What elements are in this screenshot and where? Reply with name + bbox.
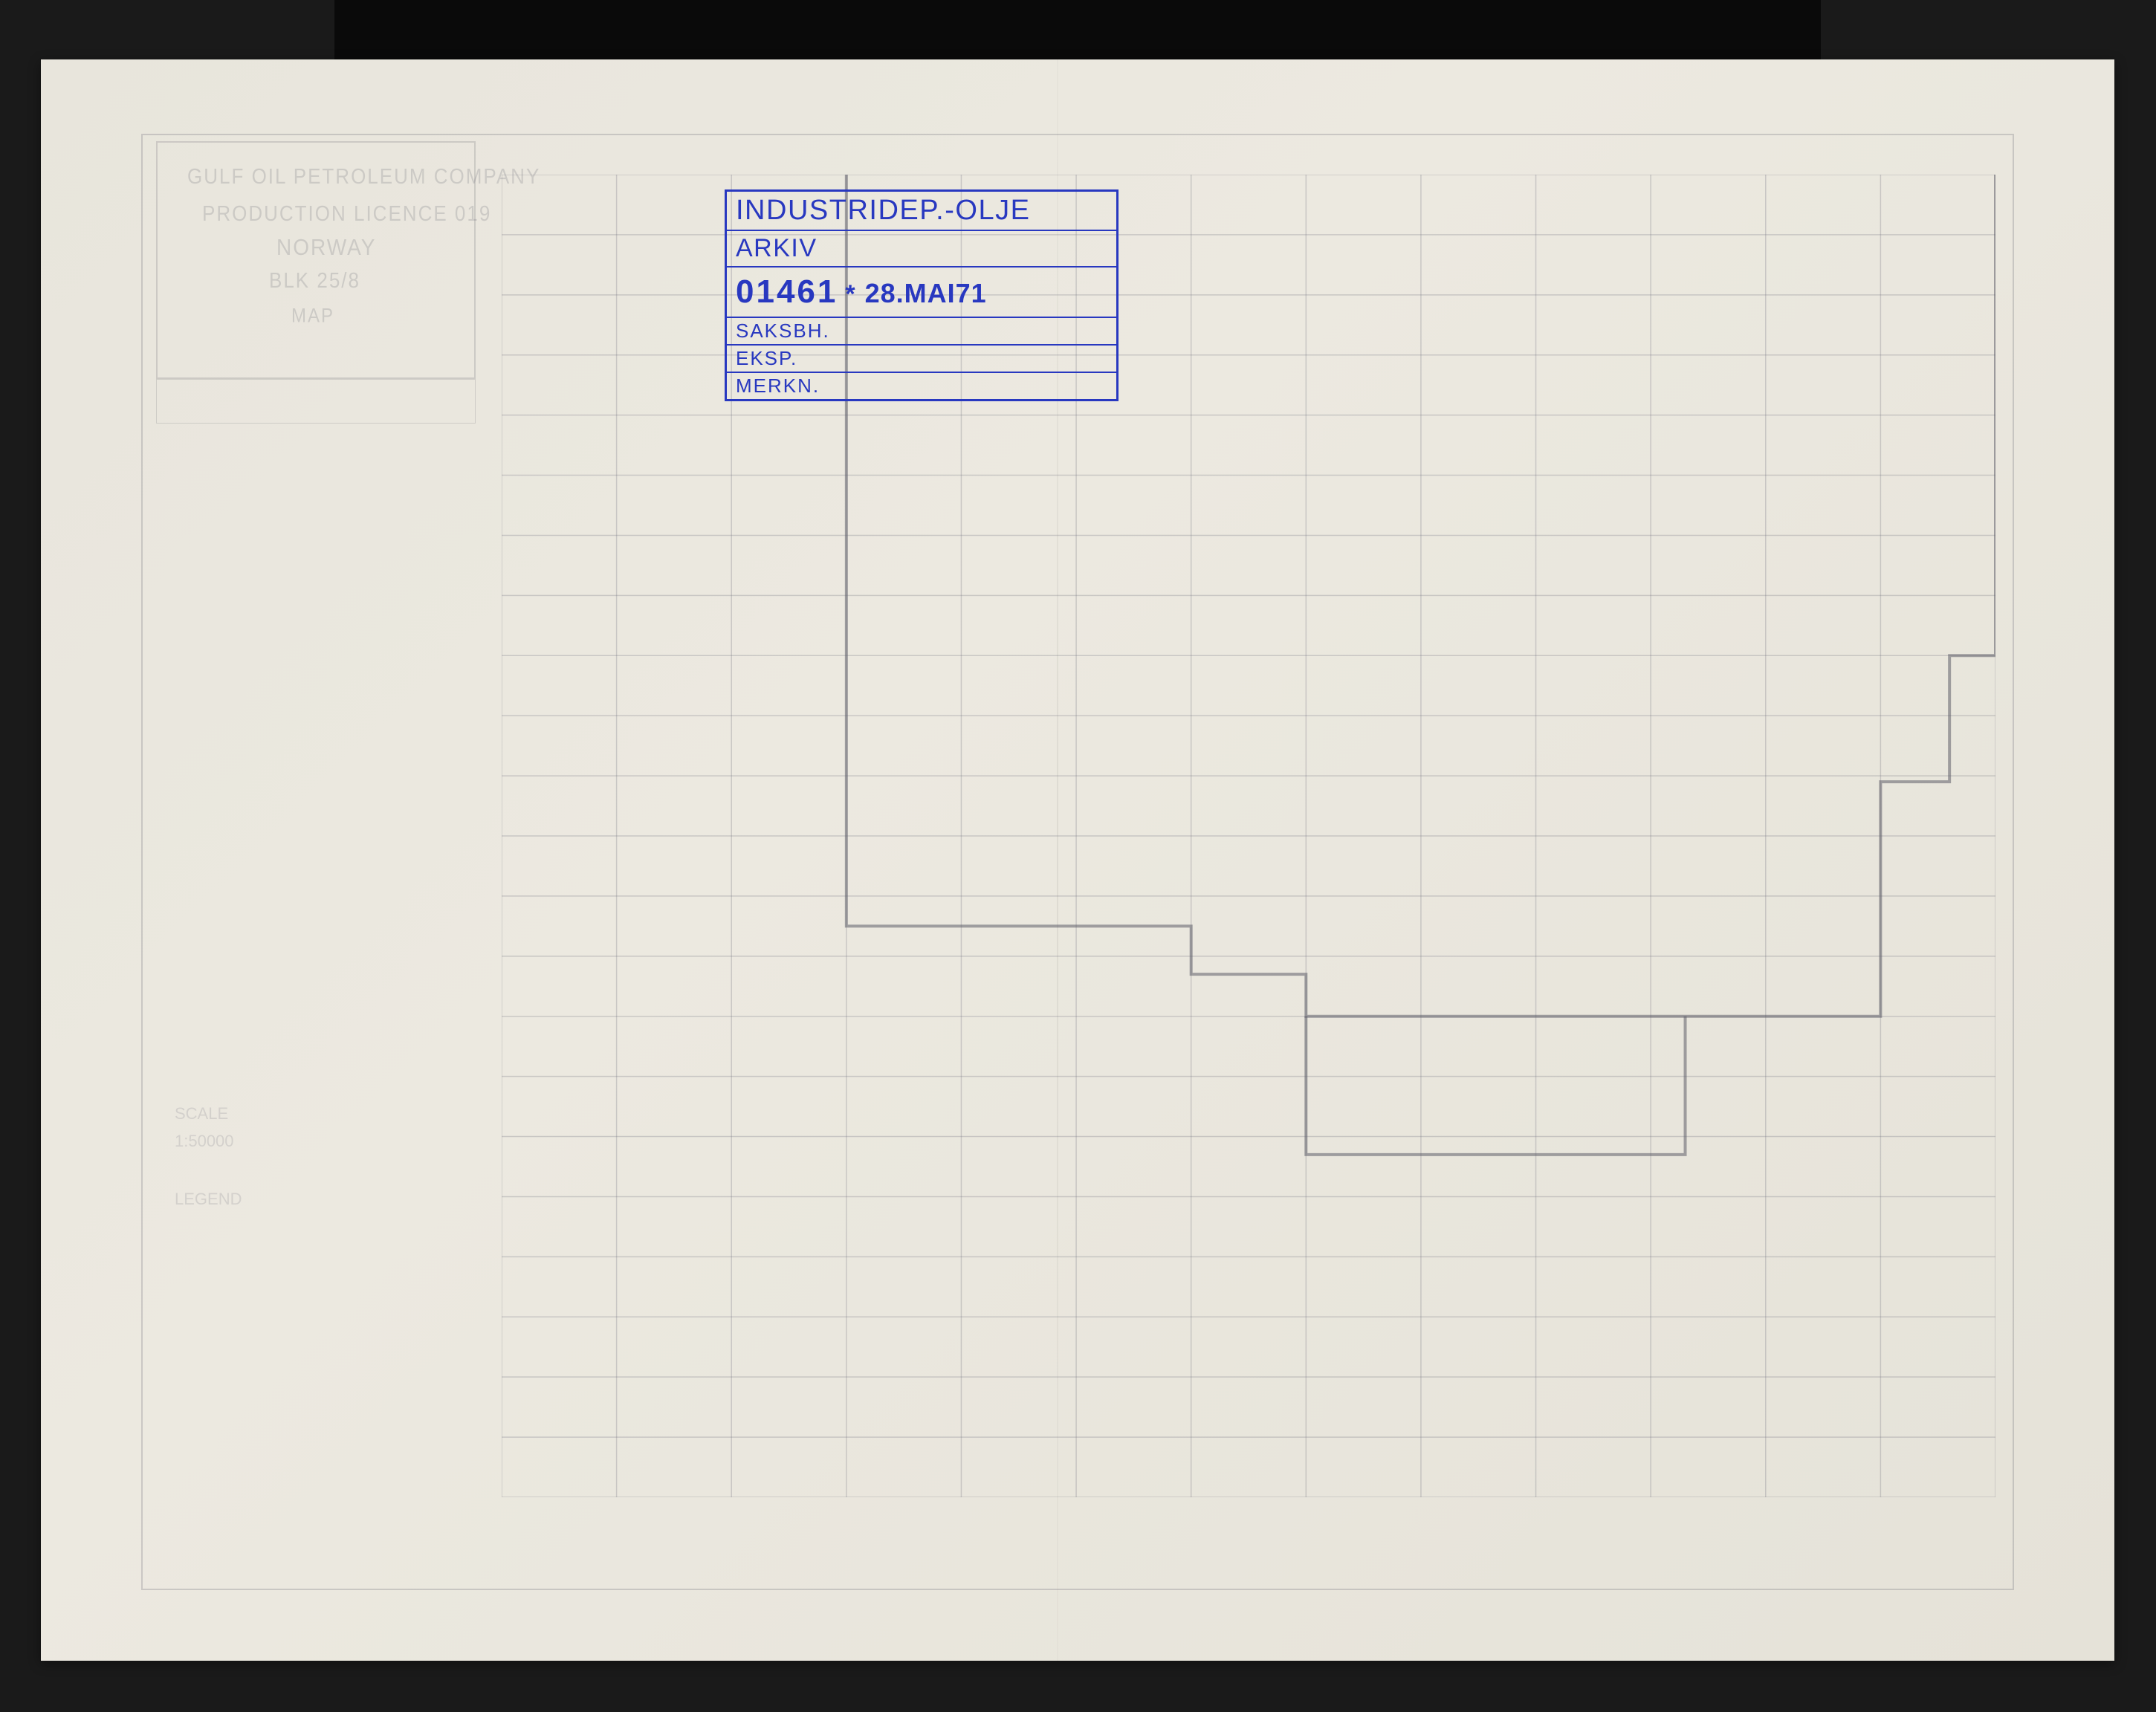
title-block: GULF OIL PETROLEUM COMPANY PRODUCTION LI… xyxy=(156,141,476,379)
title-line-2: PRODUCTION LICENCE 019 xyxy=(202,201,491,226)
legend-item: SCALE xyxy=(175,1100,450,1127)
stamp-line-1: INDUSTRIDEP.-OLJE xyxy=(727,192,1116,231)
title-line-4: BLK 25/8 xyxy=(269,268,360,293)
stamp-merkn: MERKN. xyxy=(727,373,1116,399)
title-subbox xyxy=(156,379,476,424)
title-line-3: NORWAY xyxy=(276,234,376,260)
legend-block: SCALE 1:50000 LEGEND xyxy=(175,1100,450,1456)
title-line-1: GULF OIL PETROLEUM COMPANY xyxy=(187,163,540,189)
stamp-date: 28.MAI71 xyxy=(865,278,987,309)
title-line-5: MAP xyxy=(291,305,334,328)
stamp-separator: * xyxy=(845,280,857,309)
legend-item: LEGEND xyxy=(175,1185,450,1213)
stamp-number: 01461 xyxy=(736,273,838,311)
archive-stamp: INDUSTRIDEP.-OLJE ARKIV 01461 * 28.MAI71… xyxy=(725,189,1119,401)
stamp-number-row: 01461 * 28.MAI71 xyxy=(727,268,1116,318)
legend-item: 1:50000 xyxy=(175,1127,450,1155)
stamp-eksp: EKSP. xyxy=(727,346,1116,373)
stamp-line-2: ARKIV xyxy=(727,231,1116,268)
document-paper: GULF OIL PETROLEUM COMPANY PRODUCTION LI… xyxy=(41,59,2114,1661)
stamp-saksbh: SAKSBH. xyxy=(727,318,1116,346)
